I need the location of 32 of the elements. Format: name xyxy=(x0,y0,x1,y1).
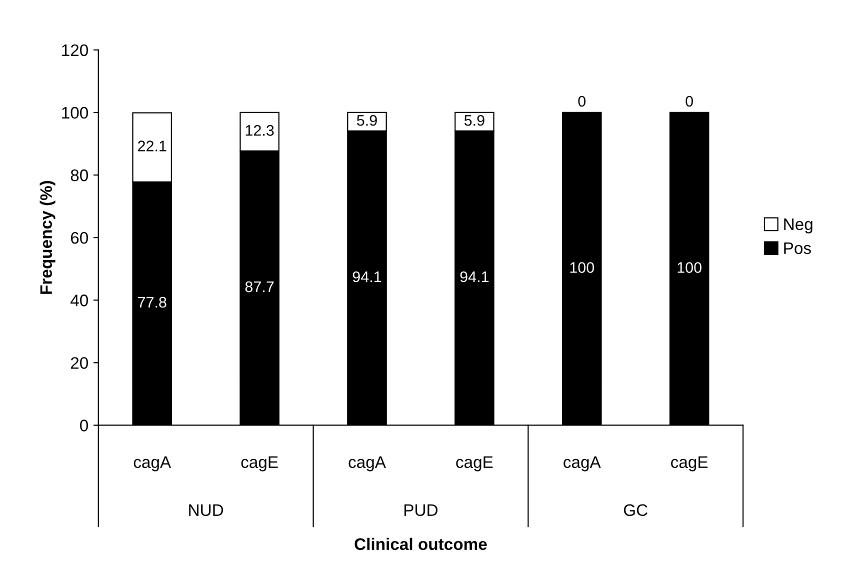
x-axis-title: Clinical outcome xyxy=(354,538,487,550)
data-label: 5.9 xyxy=(464,114,484,126)
text: NUD xyxy=(189,504,224,516)
x-tick-label: cagE xyxy=(671,456,708,472)
data-label: 0 xyxy=(686,96,693,107)
y-tick-label: 40 xyxy=(70,294,88,306)
data-label: 100 xyxy=(570,262,594,273)
y-tick-label: 60 xyxy=(70,232,88,244)
text: PUD xyxy=(404,504,438,516)
x-tick-label: cagA xyxy=(134,456,172,472)
x-tick-label: cagA xyxy=(348,456,386,472)
data-label: 77.8 xyxy=(138,296,166,308)
x-tick-label: cagE xyxy=(456,456,493,472)
x-tick-label: cagE xyxy=(241,456,278,472)
legend-label: Neg xyxy=(784,218,812,234)
data-label: 12.3 xyxy=(246,125,274,136)
data-label: 100 xyxy=(678,262,702,273)
data-label: 5.9 xyxy=(356,114,377,126)
data-label: 0 xyxy=(578,96,586,107)
data-label: 94.1 xyxy=(352,271,382,282)
legend-label: Pos xyxy=(784,242,811,254)
data-label: 94.1 xyxy=(460,271,489,282)
y-tick-label: 120 xyxy=(62,44,88,56)
data-label: 87.7 xyxy=(245,281,274,292)
y-tick-label: 0 xyxy=(80,420,88,432)
text: GC xyxy=(624,504,648,516)
y-tick-label: 20 xyxy=(70,357,88,369)
data-label: 22.1 xyxy=(138,140,166,152)
y-tick-label: 80 xyxy=(70,169,88,182)
y-tick-label: 100 xyxy=(62,106,88,119)
x-tick-label: cagA xyxy=(564,456,601,472)
y-axis-title: Frequency (%) xyxy=(40,180,56,294)
